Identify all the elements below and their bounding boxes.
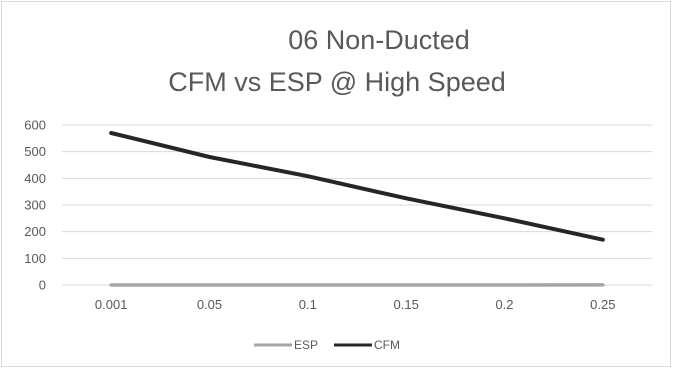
y-tick-label: 500 (24, 144, 46, 159)
x-tick-label: 0.001 (95, 297, 128, 312)
x-tick-label: 0.2 (495, 297, 513, 312)
chart-title: 06 Non-Ducted (288, 25, 470, 55)
y-tick-label: 400 (24, 171, 46, 186)
y-tick-label: 600 (24, 118, 46, 133)
x-tick-label: 0.15 (394, 297, 419, 312)
chart-subtitle: CFM vs ESP @ High Speed (168, 67, 506, 97)
legend-label-cfm: CFM (374, 338, 400, 352)
x-tick-label: 0.25 (590, 297, 615, 312)
y-tick-label: 200 (24, 224, 46, 239)
y-tick-label: 300 (24, 198, 46, 213)
y-tick-label: 0 (39, 278, 46, 293)
x-tick-label: 0.1 (299, 297, 317, 312)
y-tick-label: 100 (24, 251, 46, 266)
series-line-cfm (109, 131, 605, 242)
legend-label-esp: ESP (294, 338, 318, 352)
x-tick-label: 0.05 (197, 297, 222, 312)
